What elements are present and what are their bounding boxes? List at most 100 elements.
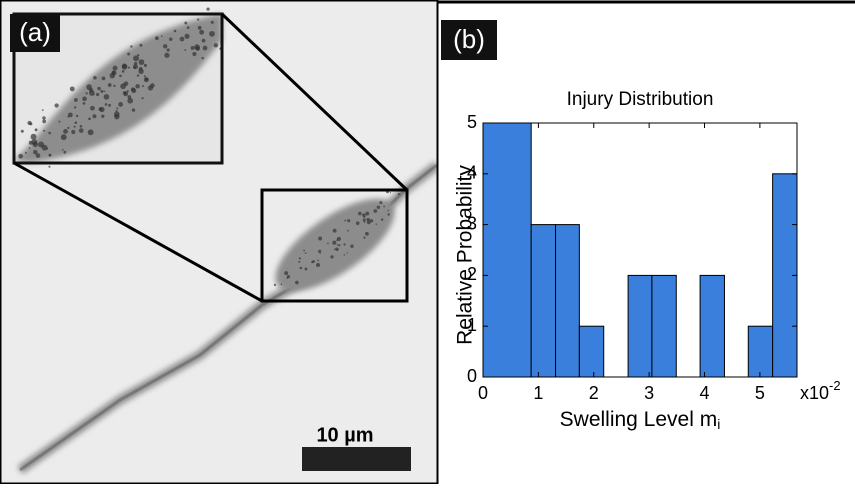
- speckle: [133, 55, 139, 62]
- speckle: [141, 97, 144, 100]
- speckle: [139, 43, 143, 47]
- speckle: [338, 244, 341, 247]
- x-tick-label: 3: [644, 383, 654, 403]
- speckle: [143, 75, 146, 78]
- speckle: [164, 52, 170, 58]
- x-multiplier-base: x10: [800, 383, 829, 403]
- speckle: [28, 147, 31, 149]
- speckle: [199, 29, 205, 35]
- speckle: [127, 95, 132, 99]
- speckle: [88, 117, 91, 121]
- speckle: [280, 283, 283, 286]
- panel-label-box: [441, 20, 497, 60]
- speckle: [366, 220, 371, 225]
- speckle: [350, 244, 354, 248]
- speckle: [315, 262, 321, 268]
- speckle: [101, 76, 106, 81]
- speckle: [190, 46, 195, 50]
- speckle: [103, 94, 110, 100]
- speckle: [344, 219, 347, 222]
- speckle: [133, 61, 138, 66]
- speckle: [131, 108, 136, 112]
- bar: [530, 224, 557, 378]
- speckle: [347, 229, 349, 232]
- y-tick-label: 3: [467, 213, 477, 233]
- speckle: [303, 249, 305, 252]
- speckle: [46, 147, 49, 150]
- speckle: [127, 66, 130, 69]
- panel-label: (a): [19, 17, 51, 47]
- speckle: [58, 120, 61, 123]
- speckle: [38, 141, 45, 148]
- speckle: [121, 64, 128, 70]
- speckle: [20, 129, 24, 133]
- speckle: [123, 91, 129, 97]
- speckle: [363, 215, 366, 219]
- speckle: [28, 140, 33, 145]
- x-tick-label: 2: [589, 383, 599, 403]
- y-tick-label: 1: [467, 315, 477, 335]
- speckle: [121, 70, 125, 73]
- speckle: [92, 114, 97, 119]
- y-axis-label: Relative Probability: [454, 165, 477, 345]
- bar: [555, 224, 580, 378]
- speckle: [184, 33, 190, 39]
- speckle: [209, 30, 215, 37]
- speckle: [332, 228, 337, 233]
- speckle: [284, 271, 289, 276]
- bar: [747, 325, 774, 378]
- speckle: [30, 133, 37, 140]
- speckle: [286, 277, 289, 279]
- zoom-box: [260, 188, 409, 303]
- speckle: [32, 141, 38, 148]
- speckle: [389, 192, 392, 194]
- x-multiplier-exponent: -2: [829, 378, 841, 393]
- speckle: [112, 65, 118, 71]
- speckle: [346, 252, 348, 254]
- speckle: [99, 106, 105, 113]
- speckle: [184, 21, 188, 25]
- speckle: [48, 165, 51, 168]
- bar: [627, 274, 653, 378]
- speckle: [304, 252, 307, 254]
- y-tick-label: 0: [467, 366, 477, 386]
- speckle: [169, 37, 173, 41]
- speckle: [135, 84, 140, 89]
- y-tick-label: 2: [467, 264, 477, 284]
- speckle: [90, 105, 95, 111]
- speckle: [318, 236, 323, 241]
- speckle: [332, 240, 337, 245]
- speckle: [25, 151, 27, 154]
- speckle: [67, 126, 70, 130]
- speckles: [18, 7, 408, 287]
- speckle: [130, 87, 135, 92]
- speckle: [192, 51, 197, 57]
- speckle: [336, 236, 342, 241]
- inset-swelling: [14, 14, 222, 163]
- y-tick-label: 5: [467, 112, 477, 132]
- speckle: [298, 260, 301, 263]
- speckle: [33, 149, 38, 155]
- speckle: [18, 153, 24, 159]
- speckle: [48, 153, 52, 157]
- speckle: [113, 84, 116, 87]
- speckle: [397, 193, 400, 196]
- x-axis-label: Swelling Level mi: [560, 408, 721, 432]
- speckle: [387, 213, 390, 216]
- speckle: [136, 74, 140, 77]
- speckle: [34, 128, 38, 132]
- histogram: 0 1 2 3 4 5 0 1 2 3 4 5 x10-2 Injury Distribution Swel…: [454, 89, 841, 432]
- speckle: [213, 43, 219, 48]
- speckle: [312, 260, 315, 263]
- speckle: [295, 280, 299, 285]
- speckle: [347, 219, 351, 223]
- speckle: [123, 81, 129, 87]
- bar: [578, 325, 605, 378]
- speckle: [126, 90, 129, 93]
- speckle: [127, 52, 131, 56]
- x-tick-label: 5: [755, 383, 765, 403]
- speckle: [330, 255, 334, 259]
- x-tick-label: 1: [533, 383, 543, 403]
- speckle: [365, 211, 370, 216]
